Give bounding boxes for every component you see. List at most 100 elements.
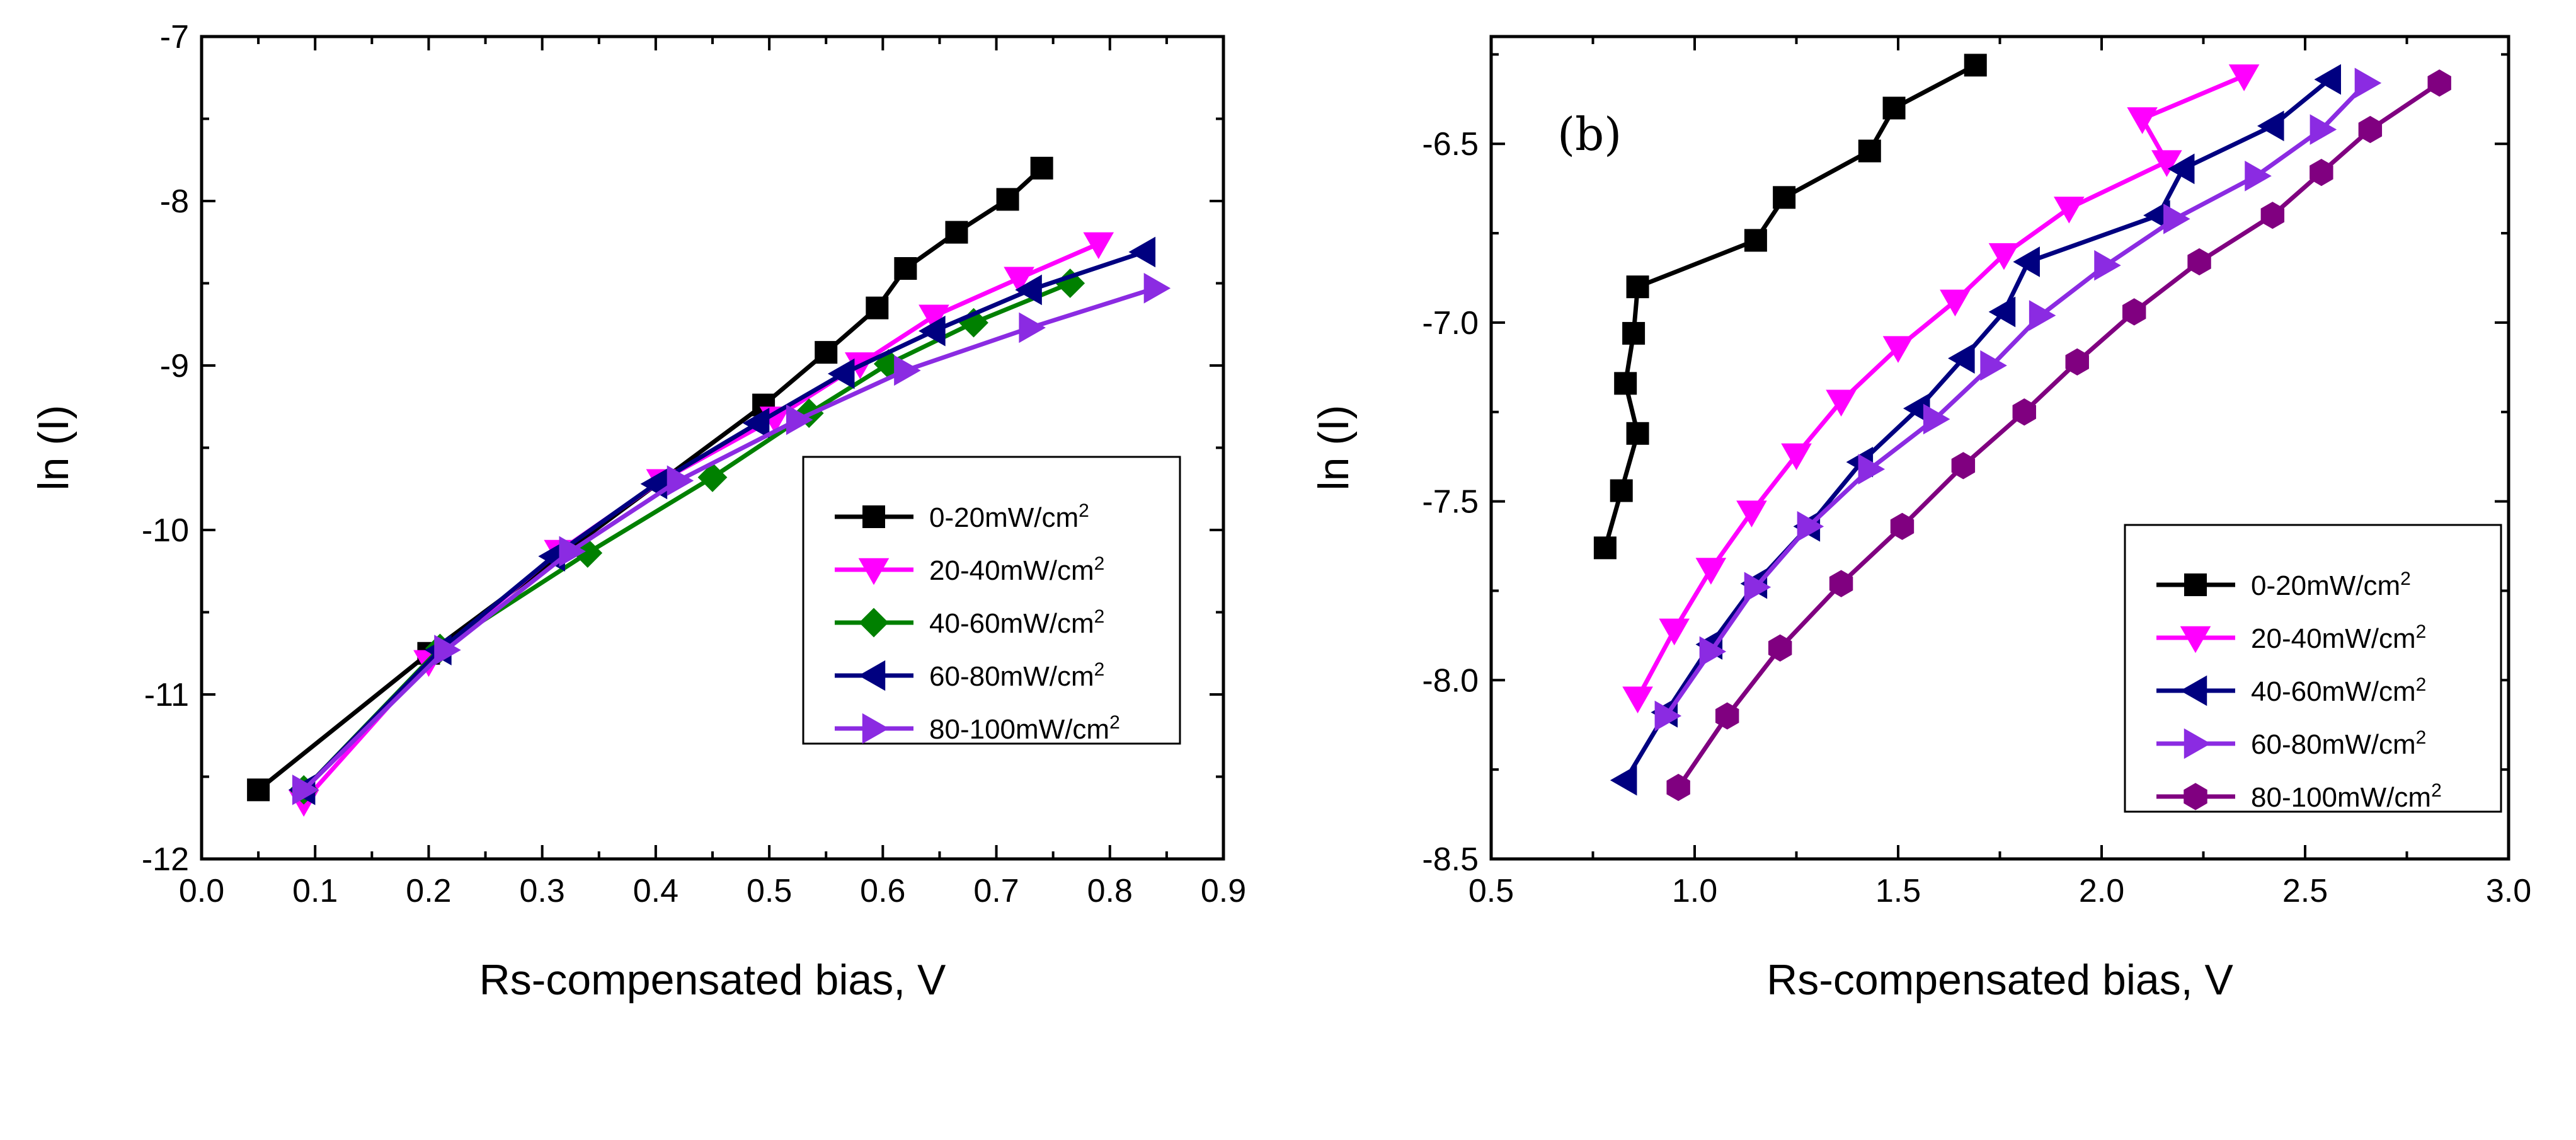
data-point [559, 536, 587, 567]
legend-marker [858, 660, 886, 691]
data-point [2012, 398, 2036, 426]
legend-label-superscript: 2 [1094, 606, 1105, 627]
x-tick-label: 1.0 [1672, 873, 1717, 909]
data-point [2094, 250, 2121, 281]
x-tick-label: 0.6 [860, 873, 905, 909]
data-point [1030, 156, 1053, 180]
legend-label: 40-60mW/cm2 [929, 606, 1104, 640]
data-point [1980, 350, 2007, 381]
data-point [866, 296, 889, 320]
data-point [2143, 200, 2170, 231]
data-point [2257, 110, 2284, 142]
legend-marker [862, 505, 885, 528]
data-point [827, 358, 855, 389]
data-point [2260, 202, 2285, 229]
x-tick-label: 0.8 [1087, 873, 1133, 909]
legend-marker [2184, 573, 2207, 596]
data-point [1055, 268, 1085, 298]
y-tick-label: -9 [160, 348, 189, 384]
chart-panel-b: 0.5 1.0 1.5 2.0 2.5 3.0 -8.5 -8.0 -7.5 -7.0 -6.5 Rs… [1310, 35, 2531, 1004]
series-2 [1622, 64, 2260, 713]
legend-item: 40-60mW/cm2 [2156, 674, 2426, 707]
y-tick-label: -7 [160, 19, 189, 55]
data-point [1143, 273, 1171, 304]
data-point [1882, 336, 1914, 363]
x-tick-label: 0.1 [292, 873, 338, 909]
legend-marker [862, 713, 890, 744]
data-point [1948, 343, 1975, 374]
y-tick-label: -7.5 [1422, 484, 1479, 521]
data-point [2310, 159, 2333, 187]
legend-label-superscript: 2 [2416, 621, 2427, 642]
series-5 [1666, 69, 2451, 802]
data-point [2167, 153, 2195, 185]
legend-label-superscript: 2 [2416, 727, 2427, 748]
x-tick-label: 0.0 [179, 873, 224, 909]
data-point [1083, 232, 1114, 260]
legend-label: 20-40mW/cm2 [2251, 621, 2426, 655]
data-point [1768, 634, 1792, 662]
data-point [292, 774, 319, 805]
data-point [1744, 229, 1767, 252]
panel-label: (b) [1557, 108, 1622, 161]
data-point [247, 778, 270, 802]
data-point [1988, 243, 2020, 270]
data-point [1128, 236, 1156, 268]
data-point [2354, 67, 2382, 99]
legend-label-superscript: 2 [2431, 780, 2442, 801]
legend-marker [859, 607, 889, 638]
data-point [1744, 572, 1772, 603]
legend-marker [858, 558, 890, 585]
legend-marker [2184, 728, 2211, 759]
data-point [2151, 150, 2182, 177]
legend: 0-20mW/cm2 20-40mW/cm2 40-60mW/cm2 60-80mW/… [2124, 524, 2502, 813]
data-point [538, 541, 565, 572]
x-tick-label: 0.4 [633, 873, 678, 909]
y-tick-label: -12 [142, 841, 189, 878]
legend-label-superscript: 2 [2400, 568, 2411, 589]
data-point [1004, 267, 1034, 294]
data-point [1610, 479, 1633, 502]
legend-item: 0-20mW/cm2 [835, 500, 1089, 534]
legend-label: 20-40mW/cm2 [929, 553, 1104, 587]
legend-box [802, 456, 1181, 745]
series-5 [292, 273, 1171, 805]
data-point [1903, 393, 1930, 424]
data-point [1626, 422, 1649, 445]
x-tick-label: 0.9 [1201, 873, 1246, 909]
y-tick-label: -8.5 [1422, 841, 1479, 878]
series-4 [1654, 67, 2382, 732]
data-point [815, 341, 838, 364]
data-point [2054, 197, 2085, 224]
data-point [1626, 275, 1649, 299]
data-point [2122, 298, 2146, 326]
x-tick-label: 2.0 [2079, 873, 2124, 909]
data-point [1666, 773, 1690, 802]
legend-label-superscript: 2 [1094, 659, 1105, 680]
data-point [1964, 54, 1987, 77]
legend-marker [2184, 783, 2207, 810]
data-point [1695, 558, 1727, 585]
data-point [1736, 500, 1767, 527]
x-tick-label: 3.0 [2486, 873, 2531, 909]
data-point [2228, 64, 2260, 91]
x-tick-label: 0.2 [406, 873, 451, 909]
legend-label-superscript: 2 [1094, 553, 1105, 574]
y-tick-label: -8 [160, 183, 189, 220]
series-line [302, 285, 1156, 792]
chart-panel-a: 0.0 0.1 0.2 0.3 0.4 0.5 0.6 0.7 0.8 0.9 -12 -11 -10 -… [30, 19, 1246, 1004]
data-point [2187, 248, 2211, 276]
y-tick-label: -11 [144, 677, 189, 713]
data-point [786, 404, 813, 435]
data-point [2310, 114, 2337, 145]
data-point [434, 635, 461, 665]
data-point [1882, 96, 1906, 120]
data-point [1614, 372, 1637, 395]
data-point [2358, 115, 2383, 144]
data-point [1015, 274, 1042, 306]
x-tick-label: 0.5 [747, 873, 792, 909]
legend-item: 0-20mW/cm2 [2156, 568, 2411, 601]
data-point [1858, 139, 1881, 163]
legend-label: 0-20mW/cm2 [929, 500, 1089, 534]
